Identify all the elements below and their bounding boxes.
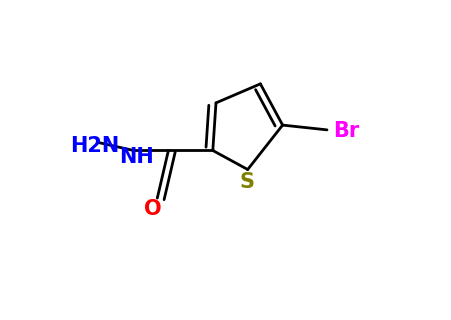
Text: NH: NH bbox=[119, 147, 153, 167]
Text: O: O bbox=[144, 199, 162, 219]
Text: S: S bbox=[239, 172, 254, 192]
Text: Br: Br bbox=[333, 122, 359, 141]
Text: H2N: H2N bbox=[70, 136, 120, 156]
